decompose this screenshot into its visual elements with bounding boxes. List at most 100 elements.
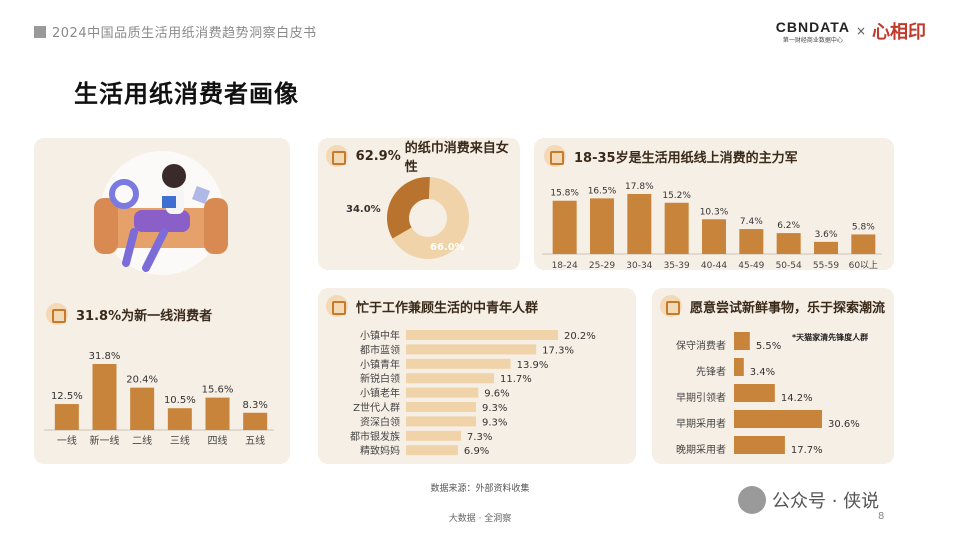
category-label: 新锐白领	[360, 372, 400, 385]
hbar-2	[734, 384, 775, 402]
category-label: 先锋者	[696, 365, 726, 378]
category-label: 都市银发族	[350, 430, 400, 443]
category-label: 保守消费者	[676, 339, 726, 352]
category-label: 新一线	[90, 434, 120, 447]
card-female-share: 62.9% 的纸巾消费来自女性 34.0% 66.0%	[318, 138, 520, 270]
bar-value-label: 17.8%	[625, 182, 654, 192]
card-occupation: 忙于工作兼顾生活的中青年人群 小镇中年 20.2% 都市蓝领 17.3% 小镇青年 13.…	[318, 288, 636, 464]
category-label: 25-29	[589, 261, 615, 270]
bar-value-label: 31.8%	[89, 351, 121, 362]
card-occupation-title: 忙于工作兼顾生活的中青年人群	[356, 300, 539, 316]
hbar-1	[734, 358, 744, 376]
hbar-8	[406, 445, 458, 456]
category-label: 都市蓝领	[360, 343, 400, 356]
bar-4	[702, 219, 726, 254]
category-label: 50-54	[776, 261, 802, 270]
cbndata-logo: CBNDATA 第一财经商业数据中心	[776, 19, 850, 44]
bar-3	[664, 202, 689, 254]
category-label: 早期引领者	[676, 391, 726, 404]
chart-occupation: 小镇中年 20.2% 都市蓝领 17.3% 小镇青年 13.9% 新锐白领 11.7% 小镇老年…	[350, 329, 596, 457]
chart-city-tier: 12.5% 一线 31.8% 新一线 20.4% 二线 10.5% 三线 15.6% 四线 8.3%…	[44, 351, 274, 447]
card-occupation-header: 忙于工作兼顾生活的中青年人群	[326, 292, 538, 320]
bar-value-label: 15.8%	[550, 189, 579, 199]
hbar-value-label: 5.5%	[756, 341, 781, 352]
bar-value-label: 12.5%	[51, 391, 83, 402]
category-label: 45-49	[738, 261, 764, 270]
bar-4	[205, 397, 230, 430]
category-label: 三线	[170, 434, 190, 447]
bar-7	[814, 241, 838, 254]
bar-value-label: 7.4%	[740, 217, 763, 227]
xinxiangyin-logo: 心相印	[872, 22, 926, 43]
bar-8	[851, 234, 876, 254]
donut-label-light: 66.0%	[430, 242, 465, 253]
category-label: 二线	[132, 434, 152, 447]
hbar-value-label: 6.9%	[464, 446, 489, 457]
category-label: 小镇青年	[360, 358, 400, 371]
bar-3	[167, 408, 192, 430]
hbar-1	[406, 344, 537, 355]
hbar-value-label: 13.9%	[517, 360, 549, 371]
report-title: 2024中国品质生活用纸消费趋势洞察白皮书	[52, 26, 317, 41]
category-label: 小镇老年	[360, 387, 400, 400]
bar-value-label: 3.6%	[815, 230, 838, 240]
bar-value-label: 15.6%	[202, 385, 234, 396]
hbar-value-label: 3.4%	[750, 367, 775, 378]
hbar-value-label: 7.3%	[467, 432, 492, 443]
category-label: Z世代人群	[353, 401, 400, 414]
category-label: 40-44	[701, 261, 727, 270]
donut-label-dark: 34.0%	[346, 204, 381, 215]
bar-0	[552, 200, 577, 254]
cbndata-logo-sub: 第一财经商业数据中心	[782, 36, 843, 44]
card-adoption: 愿意尝试新鲜事物，乐于探索潮流 *天猫家清先锋度人群 保守消费者 5.5% 先锋者 3…	[652, 288, 894, 464]
card-city-tier-header: 31.8%为新一线消费者	[46, 300, 212, 328]
hbar-value-label: 11.7%	[500, 374, 532, 385]
hbar-value-label: 9.3%	[482, 417, 507, 428]
bar-2	[130, 387, 155, 430]
header-square-icon	[34, 26, 46, 38]
category-label: 一线	[57, 434, 77, 447]
category-label: 35-39	[664, 261, 690, 270]
card-age-header: 18-35岁是生活用纸线上消费的主力军	[544, 142, 798, 170]
hbar-3	[734, 410, 822, 428]
category-label: 55-59	[813, 261, 839, 270]
bar-value-label: 10.5%	[164, 395, 196, 406]
female-share-highlight: 62.9%	[355, 148, 401, 164]
donut-slice-dark	[386, 177, 469, 259]
page-number: 8	[878, 511, 885, 522]
bar-1	[92, 364, 117, 430]
chart-adoption: 保守消费者 5.5% 先锋者 3.4% 早期引领者 14.2% 早期采用者 30.6% 晚期采用…	[676, 332, 860, 456]
category-label: 30-34	[626, 261, 652, 270]
card-city-tier: 31.8%为新一线消费者 12.5% 一线 31.8% 新一线 20.4% 二线 10.5%…	[34, 138, 290, 464]
cbndata-logo-text: CBNDATA	[775, 18, 850, 35]
hbar-7	[406, 430, 461, 441]
watermark-text: 公众号 · 侠说	[772, 491, 880, 512]
hbar-value-label: 20.2%	[564, 331, 596, 342]
bar-value-label: 5.8%	[852, 222, 875, 232]
hbar-value-label: 17.7%	[791, 445, 823, 456]
chart-female-donut: 34.0% 66.0%	[346, 177, 469, 259]
wechat-icon	[738, 486, 766, 514]
hbar-5	[406, 402, 476, 412]
card-adoption-header: 愿意尝试新鲜事物，乐于探索潮流	[660, 292, 885, 320]
hbar-value-label: 9.6%	[484, 389, 509, 400]
card-female-header: 62.9% 的纸巾消费来自女性	[326, 141, 520, 175]
laptop-icon	[326, 295, 348, 317]
category-label: 四线	[208, 434, 228, 447]
pulse-icon	[660, 295, 682, 317]
gender-icon	[326, 145, 348, 167]
bar-1	[590, 198, 614, 254]
hbar-4	[406, 387, 479, 398]
hbar-4	[734, 436, 785, 454]
bar-2	[627, 194, 652, 254]
female-share-title: 的纸巾消费来自女性	[404, 141, 509, 175]
bar-value-label: 10.3%	[700, 207, 729, 217]
category-label: 60以上	[849, 260, 878, 270]
bar-value-label: 20.4%	[126, 375, 158, 386]
category-label: 资深白领	[360, 415, 400, 428]
hbar-value-label: 14.2%	[781, 393, 813, 404]
hbar-0	[734, 332, 750, 350]
bar-5	[243, 412, 268, 430]
bar-5	[739, 229, 764, 254]
data-source: 数据来源：外部资料收集	[430, 484, 530, 494]
